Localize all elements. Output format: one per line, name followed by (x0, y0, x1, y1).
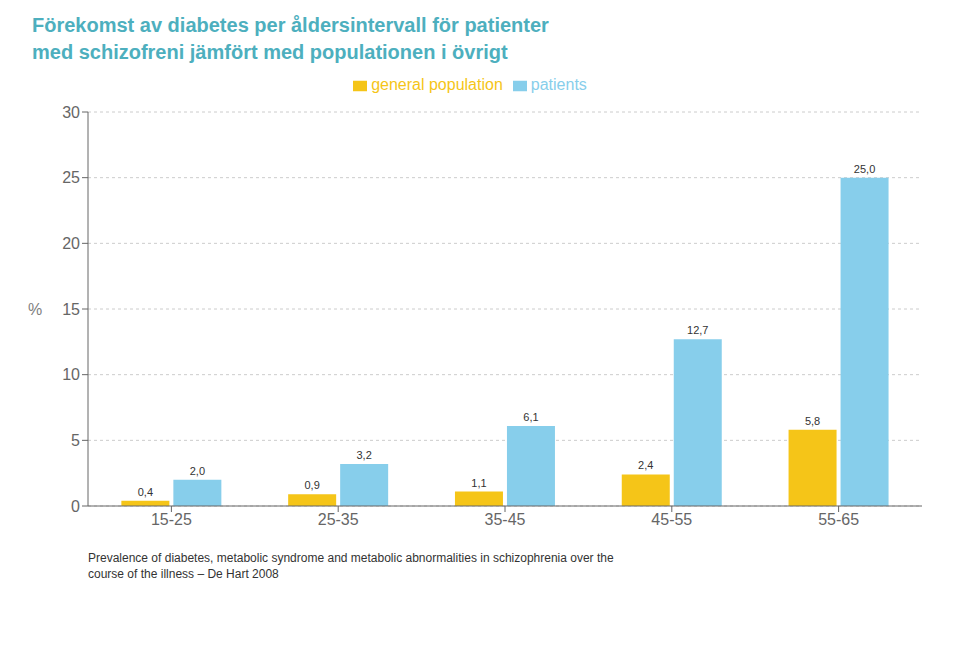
svg-text:0,4: 0,4 (138, 486, 153, 498)
svg-text:45-55: 45-55 (651, 511, 692, 528)
svg-text:1,1: 1,1 (471, 477, 486, 489)
svg-text:10: 10 (62, 366, 80, 383)
html-text:course of the illness – De Har: course of the illness – De Hart 2008 (88, 567, 279, 581)
svg-text:15-25: 15-25 (151, 511, 192, 528)
svg-text:0,9: 0,9 (305, 479, 320, 491)
svg-text:2,4: 2,4 (638, 459, 653, 471)
svg-text:25-35: 25-35 (318, 511, 359, 528)
svg-text:6,1: 6,1 (523, 411, 538, 423)
svg-text:3,2: 3,2 (357, 449, 372, 461)
svg-text:%: % (28, 301, 42, 318)
svg-text:30: 30 (62, 104, 80, 121)
svg-text:12,7: 12,7 (687, 324, 708, 336)
svg-text:35-45: 35-45 (485, 511, 526, 528)
svg-text:20: 20 (62, 235, 80, 252)
svg-text:55-65: 55-65 (818, 511, 859, 528)
svg-text:15: 15 (62, 301, 80, 318)
svg-text:5,8: 5,8 (805, 415, 820, 427)
html-text:patients: patients (530, 76, 587, 93)
html-text:med schizofreni jämfört med po: med schizofreni jämfört med populationen… (32, 41, 508, 63)
svg-text:5: 5 (71, 432, 80, 449)
html-text:Förekomst av diabetes per ålde: Förekomst av diabetes per åldersinterval… (32, 14, 549, 36)
svg-text:0: 0 (71, 498, 80, 515)
html-text:Prevalence of diabetes, metabo: Prevalence of diabetes, metabolic syndro… (88, 551, 614, 565)
svg-text:2,0: 2,0 (190, 465, 205, 477)
html-text:general population: general population (371, 76, 503, 93)
svg-text:25: 25 (62, 169, 80, 186)
svg-text:25,0: 25,0 (854, 163, 875, 175)
